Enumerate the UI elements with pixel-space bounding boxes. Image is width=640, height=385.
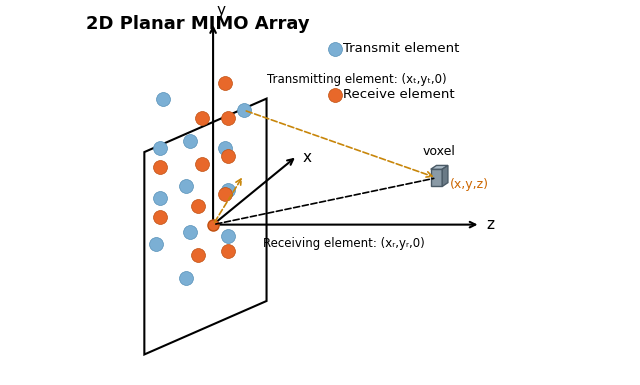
Text: Transmitting element: (xₜ,yₜ,0): Transmitting element: (xₜ,yₜ,0) [266, 73, 446, 86]
Text: Transmit element: Transmit element [343, 42, 460, 55]
Text: voxel: voxel [423, 145, 456, 158]
Polygon shape [431, 166, 448, 169]
Text: Receiving element: (xᵣ,yᵣ,0): Receiving element: (xᵣ,yᵣ,0) [263, 237, 424, 250]
Text: 2D Planar MIMO Array: 2D Planar MIMO Array [86, 15, 310, 33]
Text: y: y [217, 3, 226, 18]
Text: x: x [303, 150, 312, 165]
Text: Receive element: Receive element [343, 88, 454, 101]
Polygon shape [431, 169, 442, 186]
Polygon shape [442, 166, 448, 186]
Text: z: z [486, 217, 494, 232]
Text: (x,y,z): (x,y,z) [450, 178, 489, 191]
Polygon shape [145, 99, 266, 355]
